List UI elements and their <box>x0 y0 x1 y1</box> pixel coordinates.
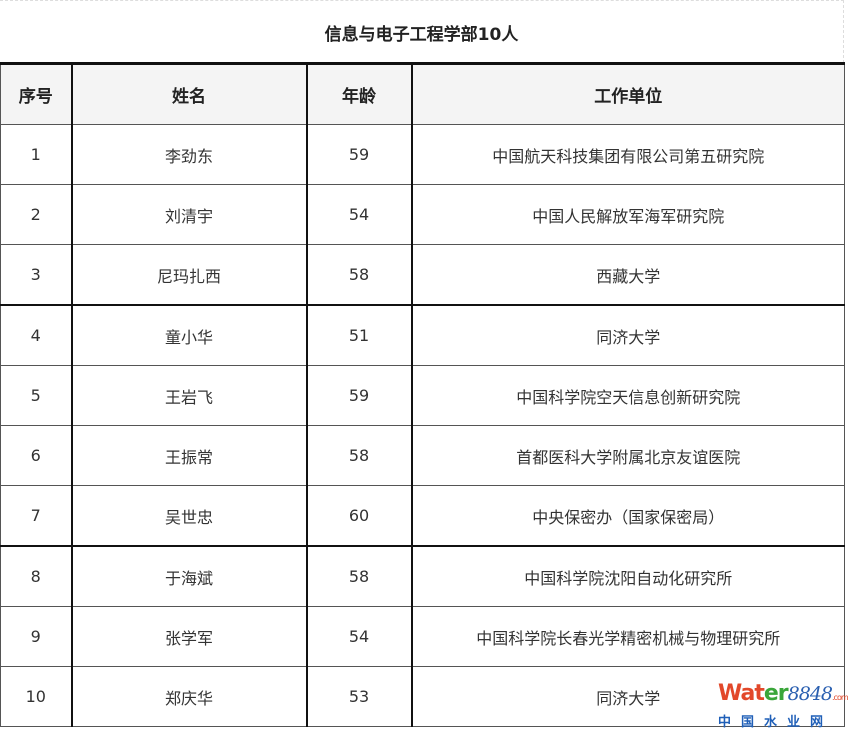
cell-age: 58 <box>305 425 412 486</box>
cell-name: 于海斌 <box>70 545 307 607</box>
cell-index: 5 <box>0 365 72 426</box>
table-row: 8 于海斌 58 中国科学院沈阳自动化研究所 <box>0 545 845 607</box>
table-row: 4 童小华 51 同济大学 <box>0 304 845 366</box>
cell-index: 7 <box>0 485 72 547</box>
cell-affiliation: 中国科学院长春光学精密机械与物理研究所 <box>410 606 845 667</box>
watermark-logo: Water8848.com 中国水业网 <box>718 681 849 731</box>
cell-age: 51 <box>305 304 412 366</box>
cell-age: 59 <box>305 124 412 185</box>
cell-affiliation: 中国科学院沈阳自动化研究所 <box>410 545 845 607</box>
header-age: 年龄 <box>305 63 412 125</box>
table-row: 2 刘清宇 54 中国人民解放军海军研究院 <box>0 184 845 245</box>
cell-name: 郑庆华 <box>70 666 307 727</box>
cell-index: 6 <box>0 425 72 486</box>
cell-name: 张学军 <box>70 606 307 667</box>
cell-affiliation: 首都医科大学附属北京友谊医院 <box>410 425 845 486</box>
cell-age: 54 <box>305 184 412 245</box>
cell-index: 2 <box>0 184 72 245</box>
cell-affiliation: 中国人民解放军海军研究院 <box>410 184 845 245</box>
cell-name: 吴世忠 <box>70 485 307 547</box>
cell-index: 4 <box>0 304 72 366</box>
table-title: 信息与电子工程学部10人 <box>0 0 844 63</box>
cell-index: 9 <box>0 606 72 667</box>
table-row: 10 郑庆华 53 同济大学 <box>0 666 845 727</box>
cell-name: 尼玛扎西 <box>70 244 307 306</box>
cell-name: 童小华 <box>70 304 307 366</box>
cell-age: 54 <box>305 606 412 667</box>
cell-affiliation: 中央保密办（国家保密局） <box>410 485 845 547</box>
cell-age: 53 <box>305 666 412 727</box>
cell-affiliation: 同济大学 <box>410 666 845 727</box>
cell-name: 王振常 <box>70 425 307 486</box>
cell-index: 10 <box>0 666 72 727</box>
header-name: 姓名 <box>70 63 307 125</box>
table-row: 6 王振常 58 首都医科大学附属北京友谊医院 <box>0 425 845 486</box>
header-index: 序号 <box>0 63 72 125</box>
cell-age: 60 <box>305 485 412 547</box>
cell-affiliation: 西藏大学 <box>410 244 845 306</box>
cell-affiliation: 中国科学院空天信息创新研究院 <box>410 365 845 426</box>
cell-affiliation: 中国航天科技集团有限公司第五研究院 <box>410 124 845 185</box>
cell-age: 58 <box>305 244 412 306</box>
cell-name: 刘清宇 <box>70 184 307 245</box>
cell-affiliation: 同济大学 <box>410 304 845 366</box>
cell-name: 李劲东 <box>70 124 307 185</box>
header-row: 序号 姓名 年龄 工作单位 <box>0 63 845 125</box>
header-affiliation: 工作单位 <box>410 63 845 125</box>
cell-index: 8 <box>0 545 72 607</box>
cell-index: 3 <box>0 244 72 306</box>
cell-age: 58 <box>305 545 412 607</box>
table-row: 3 尼玛扎西 58 西藏大学 <box>0 244 845 306</box>
table-row: 5 王岩飞 59 中国科学院空天信息创新研究院 <box>0 365 845 426</box>
table-row: 1 李劲东 59 中国航天科技集团有限公司第五研究院 <box>0 124 845 185</box>
cell-index: 1 <box>0 124 72 185</box>
table-row: 7 吴世忠 60 中央保密办（国家保密局） <box>0 485 845 547</box>
table-row: 9 张学军 54 中国科学院长春光学精密机械与物理研究所 <box>0 606 845 667</box>
cell-age: 59 <box>305 365 412 426</box>
members-table: 序号 姓名 年龄 工作单位 1 李劲东 59 中国航天科技集团有限公司第五研究院 2 刘清… <box>0 62 845 727</box>
cell-name: 王岩飞 <box>70 365 307 426</box>
